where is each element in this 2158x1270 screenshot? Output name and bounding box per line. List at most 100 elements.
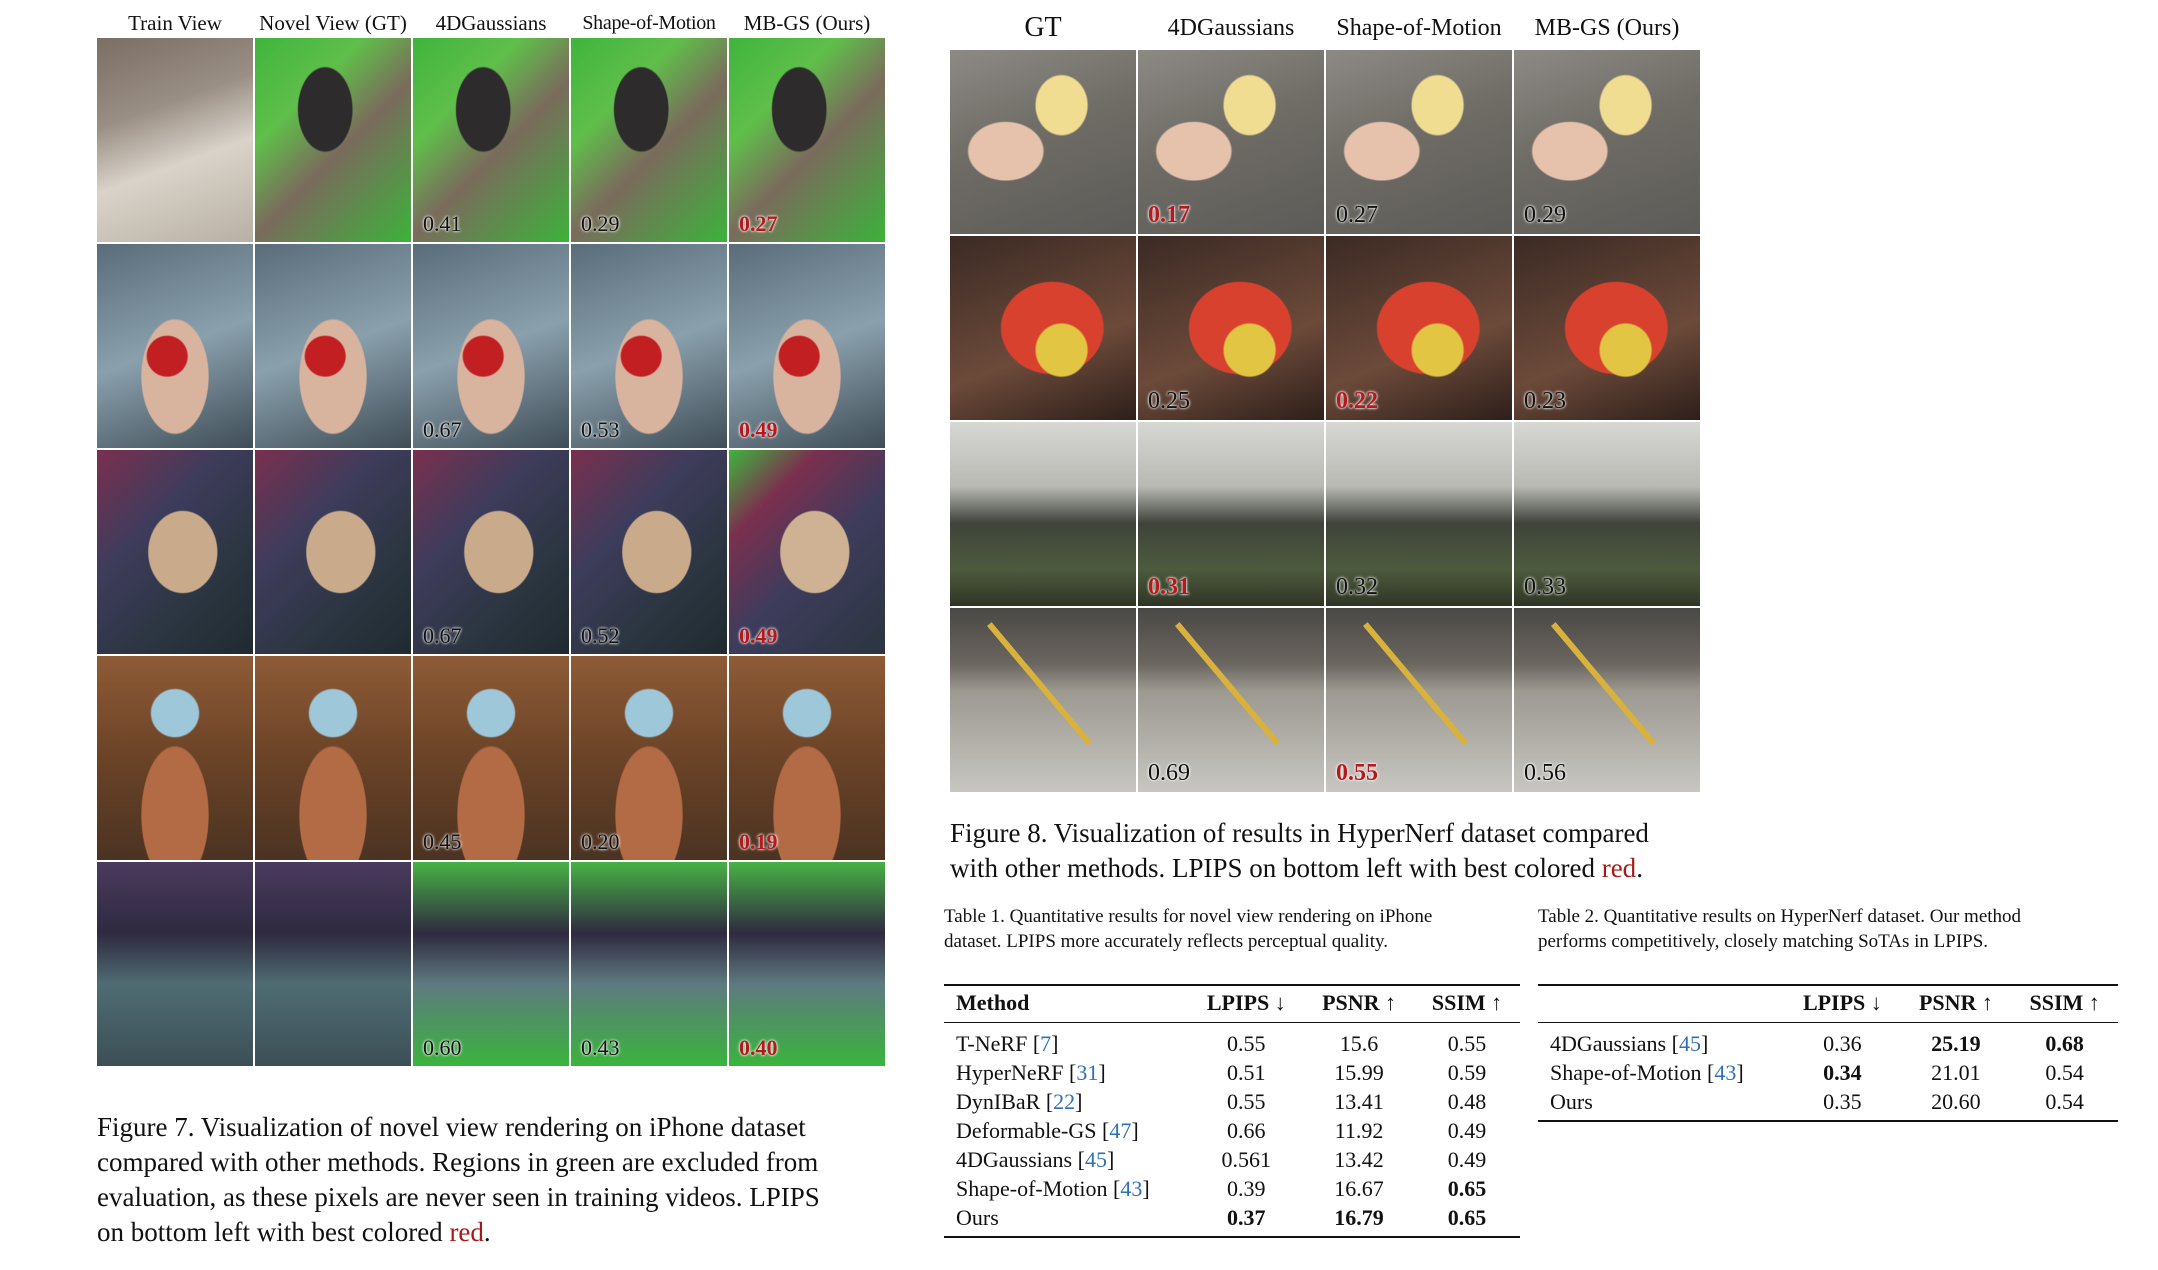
caption-text: on bottom left with best colored [97,1217,450,1247]
citation-link[interactable]: 22 [1053,1089,1076,1114]
lpips-value: 0.29 [1524,202,1566,228]
column-header-novel-view-gt: Novel View (GT) [259,11,407,35]
image-pinwheel-shape-of-motion: 0.20 [571,656,727,860]
lpips-value: 0.43 [581,1035,620,1060]
lpips-value: 0.56 [1524,760,1566,786]
figure-8-caption: Figure 8. Visualization of results in Hy… [950,816,1649,886]
citation-link[interactable]: 43 [1714,1060,1737,1085]
lpips-value: 0.27 [1336,202,1378,228]
lpips-value-best: 0.55 [1336,760,1378,786]
psnr-cell-best: 16.79 [1334,1205,1384,1230]
method-name: HyperNeRF [956,1060,1064,1085]
psnr-cell-best: 25.19 [1931,1031,1981,1056]
lpips-cell: 0.51 [1227,1060,1266,1085]
method-name: Deformable-GS [956,1118,1097,1143]
caption-red-word: red [449,1217,484,1247]
citation-link[interactable]: 47 [1109,1118,1132,1143]
method-cell: Shape-of-Motion [43] [956,1176,1150,1201]
psnr-cell: 13.42 [1334,1147,1384,1172]
caption-period: . [483,1217,491,1247]
lpips-value: 0.53 [581,417,620,442]
image-printer-shape-of-motion: 0.32 [1326,422,1512,606]
image-banana-ours: 0.29 [1514,50,1700,234]
header-ssim: SSIM ↑ [1431,990,1503,1015]
header-method: Method [956,990,1030,1015]
image-blocks-train [97,862,253,1066]
psnr-cell: 15.6 [1339,1031,1379,1056]
image-boy-gt [255,38,411,242]
image-pinwheel-ours: 0.19 [729,656,885,860]
citation-link[interactable]: 31 [1076,1060,1099,1085]
caption-line: with other methods. LPIPS on bottom left… [950,851,1649,886]
psnr-cell: 11.92 [1334,1118,1384,1143]
lpips-cell: 0.66 [1227,1118,1266,1143]
psnr-cell: 13.41 [1334,1089,1384,1114]
lpips-value: 0.20 [581,829,620,854]
ssim-cell-best: 0.65 [1447,1176,1487,1201]
figure-8-image-grid: 0.17 0.27 0.29 0.25 0.22 0.23 0.31 0.32 … [950,50,1700,792]
image-boy-train [97,38,253,242]
table-2-caption: Table 2. Quantitative results on HyperNe… [1538,904,2021,954]
image-apple-gt [255,244,411,448]
method-cell: 4DGaussians [45] [956,1147,1115,1172]
image-boy-shape-of-motion: 0.29 [571,38,727,242]
column-header-shape-of-motion: Shape-of-Motion [582,12,716,34]
image-boy-4dgaussians: 0.41 [413,38,569,242]
citation-link[interactable]: 45 [1678,1031,1701,1056]
psnr-cell: 21.01 [1931,1060,1981,1085]
column-header-mb-gs-ours: MB-GS (Ours) [743,11,871,35]
caption-line: dataset. LPIPS more accurately reflects … [944,931,1389,952]
method-cell: T-NeRF [7] [956,1031,1059,1056]
caption-line: Table 1. Quantitative results for novel … [944,906,1433,927]
table-row: HyperNeRF [31] 0.51 15.99 0.59 [944,1058,1520,1087]
method-cell: HyperNeRF [31] [956,1060,1106,1085]
image-broom-gt [950,608,1136,792]
citation-link[interactable]: 45 [1084,1147,1107,1172]
ssim-cell: 0.48 [1447,1089,1487,1114]
table-row: Ours 0.37 16.79 0.65 [944,1203,1520,1237]
image-peeler-shape-of-motion: 0.22 [1326,236,1512,420]
figure-7: Train View Novel View (GT) 4DGaussians S… [97,8,885,1066]
method-cell: Deformable-GS [47] [956,1118,1139,1143]
ssim-cell: 0.54 [2045,1060,2084,1085]
column-header-mb-gs-ours: MB-GS (Ours) [1534,15,1680,41]
method-cell: DynIBaR [22] [956,1089,1083,1114]
method-name: 4DGaussians [956,1147,1073,1172]
image-broom-shape-of-motion: 0.55 [1326,608,1512,792]
ssim-cell: 0.59 [1447,1060,1487,1085]
image-printer-ours: 0.33 [1514,422,1700,606]
lpips-cell: 0.561 [1221,1147,1272,1172]
lpips-value-best: 0.22 [1336,388,1378,414]
method-name: Shape-of-Motion [1550,1060,1702,1085]
table-1-caption: Table 1. Quantitative results for novel … [944,904,1432,954]
table-1: Method LPIPS ↓ PSNR ↑ SSIM ↑ T-NeRF [7] 0… [944,984,1520,1238]
ssim-cell: 0.54 [2045,1089,2084,1114]
lpips-value: 0.67 [423,417,462,442]
lpips-value: 0.67 [423,623,462,648]
table-header-row: Method LPIPS ↓ PSNR ↑ SSIM ↑ [944,985,1520,1023]
image-pinwheel-train [97,656,253,860]
image-peeler-ours: 0.23 [1514,236,1700,420]
image-blocks-gt [255,862,411,1066]
image-bear-train [97,450,253,654]
column-header-gt: GT [1024,12,1062,43]
table-row: T-NeRF [7] 0.55 15.6 0.55 [944,1023,1520,1059]
method-cell: Shape-of-Motion [43] [1550,1060,1744,1085]
column-header-4dgaussians: 4DGaussians [435,11,547,35]
table-row: 4DGaussians [45] 0.36 25.19 0.68 [1538,1023,2118,1059]
table-row: Shape-of-Motion [43] 0.39 16.67 0.65 [944,1174,1520,1203]
header-lpips: LPIPS ↓ [1206,990,1286,1015]
lpips-value: 0.25 [1148,388,1190,414]
caption-line: evaluation, as these pixels are never se… [97,1182,820,1212]
lpips-value: 0.33 [1524,574,1566,600]
lpips-cell: 0.55 [1227,1089,1266,1114]
column-header-train-view: Train View [128,11,222,35]
image-bear-shape-of-motion: 0.52 [571,450,727,654]
citation-link[interactable]: 7 [1040,1031,1052,1056]
method-name: Ours [956,1205,999,1230]
lpips-value: 0.41 [423,211,462,236]
image-bear-4dgaussians: 0.67 [413,450,569,654]
lpips-value: 0.45 [423,829,462,854]
citation-link[interactable]: 43 [1120,1176,1143,1201]
lpips-cell: 0.55 [1227,1031,1266,1056]
